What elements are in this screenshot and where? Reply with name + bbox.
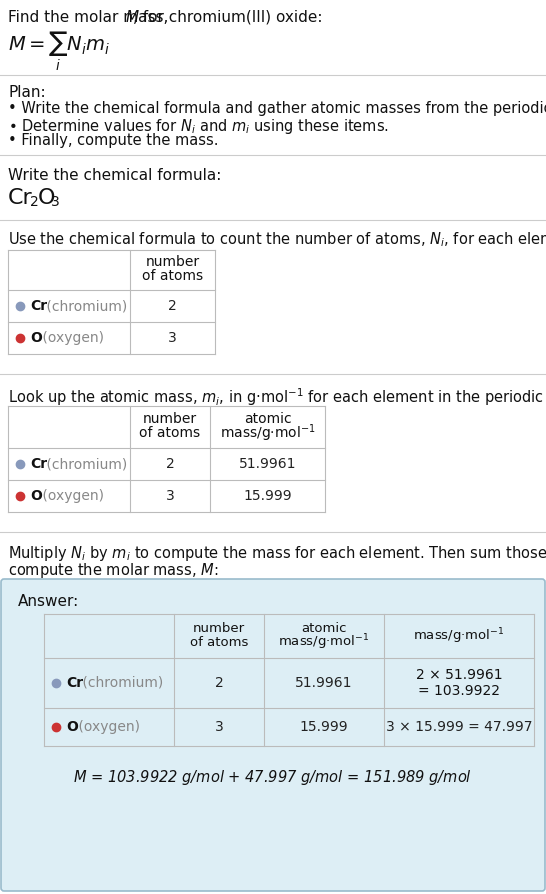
Text: 2: 2 xyxy=(165,457,174,471)
Text: number: number xyxy=(145,255,199,269)
Text: 15.999: 15.999 xyxy=(243,489,292,503)
Text: of atoms: of atoms xyxy=(190,636,248,648)
Text: Write the chemical formula:: Write the chemical formula: xyxy=(8,168,221,183)
Text: = 103.9922: = 103.9922 xyxy=(418,684,500,698)
Text: $M = \sum_{i} N_i m_i$: $M = \sum_{i} N_i m_i$ xyxy=(8,30,110,73)
Text: number: number xyxy=(193,621,245,635)
Text: (chromium): (chromium) xyxy=(42,457,127,471)
Text: (chromium): (chromium) xyxy=(78,676,163,690)
Text: 2: 2 xyxy=(168,299,177,313)
Text: of atoms: of atoms xyxy=(142,269,203,283)
Text: $M$ = 103.9922 g/mol + 47.997 g/mol = 151.989 g/mol: $M$ = 103.9922 g/mol + 47.997 g/mol = 15… xyxy=(73,768,472,787)
Text: • Finally, compute the mass.: • Finally, compute the mass. xyxy=(8,133,218,148)
Text: 51.9961: 51.9961 xyxy=(295,676,353,690)
Text: • Write the chemical formula and gather atomic masses from the periodic table.: • Write the chemical formula and gather … xyxy=(8,101,546,116)
Text: 3: 3 xyxy=(168,331,177,345)
Text: Find the molar mass,: Find the molar mass, xyxy=(8,10,173,25)
Text: Cr: Cr xyxy=(30,299,47,313)
Text: Cr: Cr xyxy=(30,457,47,471)
Text: Cr: Cr xyxy=(8,188,33,208)
Text: of atoms: of atoms xyxy=(139,426,200,440)
Text: mass/g·mol$^{-1}$: mass/g·mol$^{-1}$ xyxy=(278,632,370,652)
Text: number: number xyxy=(143,412,197,426)
Text: 15.999: 15.999 xyxy=(300,720,348,734)
Text: O: O xyxy=(30,489,42,503)
Text: Cr: Cr xyxy=(66,676,83,690)
Text: 2: 2 xyxy=(30,195,39,209)
Text: 3: 3 xyxy=(165,489,174,503)
Text: • Determine values for $N_i$ and $m_i$ using these items.: • Determine values for $N_i$ and $m_i$ u… xyxy=(8,117,389,136)
Text: compute the molar mass, $M$:: compute the molar mass, $M$: xyxy=(8,561,218,580)
Text: (chromium): (chromium) xyxy=(42,299,127,313)
Text: 51.9961: 51.9961 xyxy=(239,457,296,471)
Text: (oxygen): (oxygen) xyxy=(38,331,104,345)
Text: 3 × 15.999 = 47.997: 3 × 15.999 = 47.997 xyxy=(386,720,532,734)
Text: 2: 2 xyxy=(215,676,223,690)
Text: atomic: atomic xyxy=(244,412,292,426)
Text: mass/g·mol$^{-1}$: mass/g·mol$^{-1}$ xyxy=(219,422,316,443)
Text: (oxygen): (oxygen) xyxy=(74,720,140,734)
Text: 2 × 51.9961: 2 × 51.9961 xyxy=(416,668,502,682)
Text: Look up the atomic mass, $m_i$, in g·mol$^{-1}$ for each element in the periodic: Look up the atomic mass, $m_i$, in g·mol… xyxy=(8,386,546,408)
FancyBboxPatch shape xyxy=(1,579,545,891)
Text: (oxygen): (oxygen) xyxy=(38,489,104,503)
Text: 3: 3 xyxy=(51,195,60,209)
Text: , for chromium(III) oxide:: , for chromium(III) oxide: xyxy=(133,10,323,25)
Text: atomic: atomic xyxy=(301,621,347,635)
Text: O: O xyxy=(66,720,78,734)
Text: O: O xyxy=(38,188,56,208)
Text: Use the chemical formula to count the number of atoms, $N_i$, for each element:: Use the chemical formula to count the nu… xyxy=(8,230,546,249)
Text: M: M xyxy=(126,10,139,25)
Text: 3: 3 xyxy=(215,720,223,734)
Text: Answer:: Answer: xyxy=(18,594,79,609)
Text: O: O xyxy=(30,331,42,345)
Text: Plan:: Plan: xyxy=(8,85,46,100)
Text: Multiply $N_i$ by $m_i$ to compute the mass for each element. Then sum those val: Multiply $N_i$ by $m_i$ to compute the m… xyxy=(8,544,546,563)
Text: mass/g·mol$^{-1}$: mass/g·mol$^{-1}$ xyxy=(413,626,505,645)
